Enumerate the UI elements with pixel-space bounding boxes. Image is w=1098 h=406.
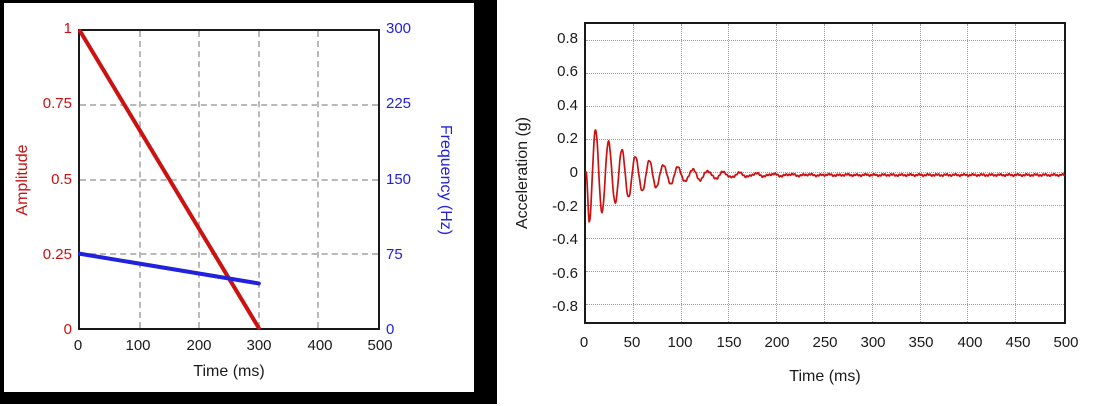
left-chart-series-layer	[78, 29, 261, 330]
acceleration-tick-label: 0	[569, 164, 578, 181]
acceleration-tick-label: 0.2	[557, 130, 578, 147]
right-chart-x-tick-label: 250	[812, 334, 838, 351]
right-chart-xaxis-label: Time (ms)	[789, 368, 861, 385]
right-chart-x-tick-label: 400	[957, 334, 983, 351]
frequency-tick-label: 300	[386, 20, 412, 37]
right-chart-x-tick-label: 300	[860, 334, 886, 351]
right-chart-series-layer	[585, 129, 1065, 223]
amplitude-tick-label: 0	[63, 321, 72, 338]
right-chart-x-tick-label: 200	[764, 334, 790, 351]
frequency-tick-label: 75	[386, 246, 403, 263]
acceleration-tick-label: 0.8	[557, 30, 578, 47]
right-chart-x-tick-label: 0	[579, 334, 589, 351]
frequency-hz-line	[78, 251, 261, 286]
right-chart-x-tick-label: 450	[1005, 334, 1031, 351]
left-chart-x-tick-label: 500	[367, 337, 393, 354]
right-chart-x-tick-label: 50	[623, 334, 641, 351]
acceleration-tick-label: 0.4	[557, 97, 578, 114]
acceleration-tick-label: -0.8	[552, 298, 578, 315]
right-chart-x-tick-label: 500	[1053, 334, 1079, 351]
amplitude-tick-label: 0.25	[42, 246, 72, 263]
frequency-tick-label: 0	[386, 321, 395, 338]
right-chart-x-tick-label: 100	[667, 334, 693, 351]
left-chart-x-tick-label: 200	[186, 337, 212, 354]
acceleration-trace	[585, 129, 1065, 223]
right-chart-x-tick-label: 150	[716, 334, 742, 351]
right-chart-x-tick-label: 350	[908, 334, 934, 351]
left-chart-x-tick-label: 100	[125, 337, 151, 354]
amplitude-tick-label: 0.75	[42, 95, 72, 112]
acceleration-tick-label: -0.2	[552, 198, 578, 215]
amplitude-tick-label: 1	[63, 20, 72, 37]
amplitude-tick-label: 0.5	[51, 171, 72, 188]
frequency-tick-label: 150	[386, 171, 412, 188]
acceleration-tick-label: 0.6	[557, 63, 578, 80]
acceleration-tick-label: -0.4	[552, 231, 578, 248]
left-chart-x-tick-label: 0	[73, 337, 83, 354]
left-chart-xaxis-label: Time (ms)	[193, 363, 265, 380]
acceleration-tick-label: -0.6	[552, 265, 578, 282]
right-chart-plot-area	[584, 22, 1066, 324]
frequency-tick-label: 225	[386, 95, 412, 112]
left-chart-x-tick-label: 400	[307, 337, 333, 354]
left-chart-x-tick-label: 300	[246, 337, 272, 354]
